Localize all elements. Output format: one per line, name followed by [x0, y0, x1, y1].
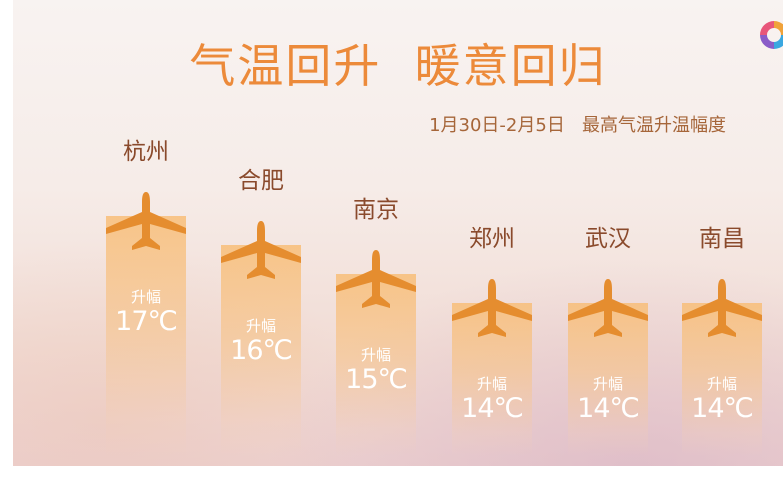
- category-label: 南昌: [699, 226, 745, 252]
- airplane-icon: [680, 277, 764, 339]
- bar-2: 合肥升幅 16℃: [221, 0, 301, 456]
- bar-5: 武汉升幅 14℃: [568, 0, 648, 456]
- value-prefix-label: 升幅: [245, 317, 276, 335]
- airplane-icon: [334, 248, 418, 310]
- data-label: 14℃: [691, 393, 754, 424]
- value-prefix-label: 升幅: [706, 375, 737, 393]
- data-label: 15℃: [345, 364, 408, 395]
- page-subtitle: 1月30日-2月5日 最高气温升温幅度: [429, 115, 726, 136]
- bar-4: 郑州升幅 14℃: [452, 0, 532, 456]
- value-prefix-label: 升幅: [476, 375, 507, 393]
- category-label: 杭州: [123, 139, 169, 165]
- data-label: 17℃: [115, 306, 178, 337]
- bottom-margin: [0, 466, 783, 490]
- app-logo-icon: [760, 21, 783, 49]
- value-prefix-label: 升幅: [360, 346, 391, 364]
- bar-beam: [221, 245, 301, 456]
- bar-6: 南昌升幅 14℃: [682, 0, 762, 456]
- category-label: 南京: [353, 197, 399, 223]
- infographic-canvas: 气温回升 暖意回归 1月30日-2月5日 最高气温升温幅度 杭州 升幅 17℃ 合肥升…: [13, 0, 783, 466]
- category-label: 郑州: [469, 226, 515, 252]
- category-label: 武汉: [585, 226, 631, 252]
- data-label: 14℃: [577, 393, 640, 424]
- chart-bars: 杭州 升幅 17℃ 合肥 升幅 16℃ 南京 升幅 15℃ 郑州 升幅 14℃ 武汉 升幅 14℃ 南昌 升幅 1…: [13, 0, 783, 466]
- data-label: 16℃: [230, 335, 293, 366]
- value-prefix-label: 升幅: [130, 288, 161, 306]
- bar-beam: [106, 216, 186, 456]
- airplane-icon: [219, 219, 303, 281]
- bar-beam: [336, 274, 416, 456]
- bar-1: 杭州升幅 17℃: [106, 0, 186, 456]
- category-label: 合肥: [238, 168, 284, 194]
- airplane-icon: [566, 277, 650, 339]
- page-title: 气温回升 暖意回归: [189, 39, 607, 93]
- airplane-icon: [450, 277, 534, 339]
- bar-3: 南京升幅 15℃: [336, 0, 416, 456]
- value-prefix-label: 升幅: [592, 375, 623, 393]
- airplane-icon: [104, 190, 188, 252]
- data-label: 14℃: [461, 393, 524, 424]
